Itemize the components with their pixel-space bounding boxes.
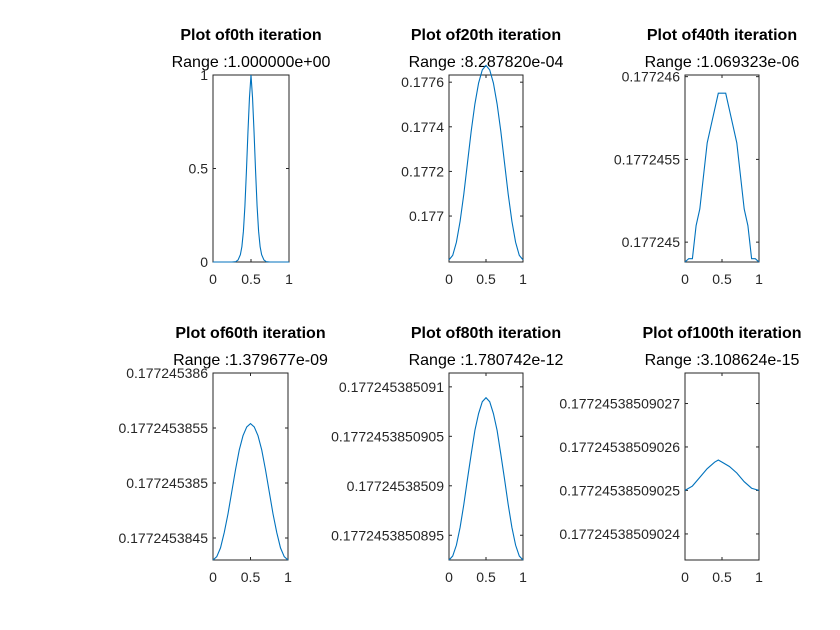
chart-title: Plot of80th iteration [411,325,561,342]
y-tick-label: 0.177 [409,208,444,224]
y-tick-label: 0.1772455 [614,151,680,167]
x-tick-label: 0 [681,569,689,585]
y-tick-label: 0.17724538509026 [559,439,680,455]
chart-subtitle: Range :1.780742e-12 [409,352,564,369]
y-tick-label: 0 [200,254,208,270]
y-tick-label: 0.1772 [401,163,444,179]
series-line [448,396,524,561]
chart-subtitle: Range :8.287820e-04 [409,54,564,71]
x-tick-label: 0.5 [476,271,496,287]
x-tick-label: 0.5 [712,271,732,287]
series-line [448,64,524,261]
y-tick-label: 1 [200,67,208,83]
series-line [684,92,760,263]
chart-title: Plot of40th iteration [647,27,797,44]
chart-subtitle: Range :1.379677e-09 [173,352,328,369]
x-tick-label: 1 [284,569,292,585]
axis-box [448,372,524,561]
x-tick-label: 1 [755,271,763,287]
x-tick-label: 1 [755,569,763,585]
axis-box [684,74,760,263]
y-tick-label: 0.17724538509027 [559,396,680,412]
y-tick-label: 0.17724538509025 [559,482,680,498]
chart-subtitle: Range :1.000000e+00 [172,54,331,71]
x-tick-label: 1 [519,569,527,585]
x-tick-label: 0 [209,569,217,585]
x-tick-label: 0 [681,271,689,287]
y-tick-label: 0.5 [189,161,209,177]
y-tick-label: 0.1772453850895 [331,527,444,543]
chart-subtitle: Range :3.108624e-15 [645,352,800,369]
x-tick-label: 1 [285,271,293,287]
series-line [684,459,760,491]
chart-title: Plot of20th iteration [411,27,561,44]
series-line [212,422,289,561]
chart-title: Plot of100th iteration [642,325,801,342]
y-tick-label: 0.1776 [401,74,444,90]
axis-box [448,74,524,263]
y-tick-label: 0.177245386 [126,365,208,381]
x-tick-label: 0.5 [241,271,261,287]
y-tick-label: 0.17724538509 [347,478,445,494]
x-tick-label: 0.5 [241,569,261,585]
chart-title: Plot of0th iteration [180,27,321,44]
x-tick-label: 0 [445,271,453,287]
y-tick-label: 0.177245385 [126,475,208,491]
y-tick-label: 0.177246 [622,69,681,85]
y-tick-label: 0.177245385091 [339,379,444,395]
axis-box [684,372,760,561]
x-tick-label: 0 [445,569,453,585]
y-tick-label: 0.1772453850905 [331,428,444,444]
y-tick-label: 0.1772453845 [118,530,208,546]
chart-title: Plot of60th iteration [175,325,325,342]
x-tick-label: 0.5 [476,569,496,585]
series-line [213,74,289,263]
y-tick-label: 0.1774 [401,119,444,135]
x-tick-label: 0 [209,271,217,287]
x-tick-label: 0.5 [712,569,732,585]
axis-box [212,74,290,263]
y-tick-label: 0.177245 [622,234,681,250]
y-tick-label: 0.1772453855 [118,420,208,436]
x-tick-label: 1 [519,271,527,287]
chart-subtitle: Range :1.069323e-06 [645,54,800,71]
y-tick-label: 0.17724538509024 [559,526,680,542]
